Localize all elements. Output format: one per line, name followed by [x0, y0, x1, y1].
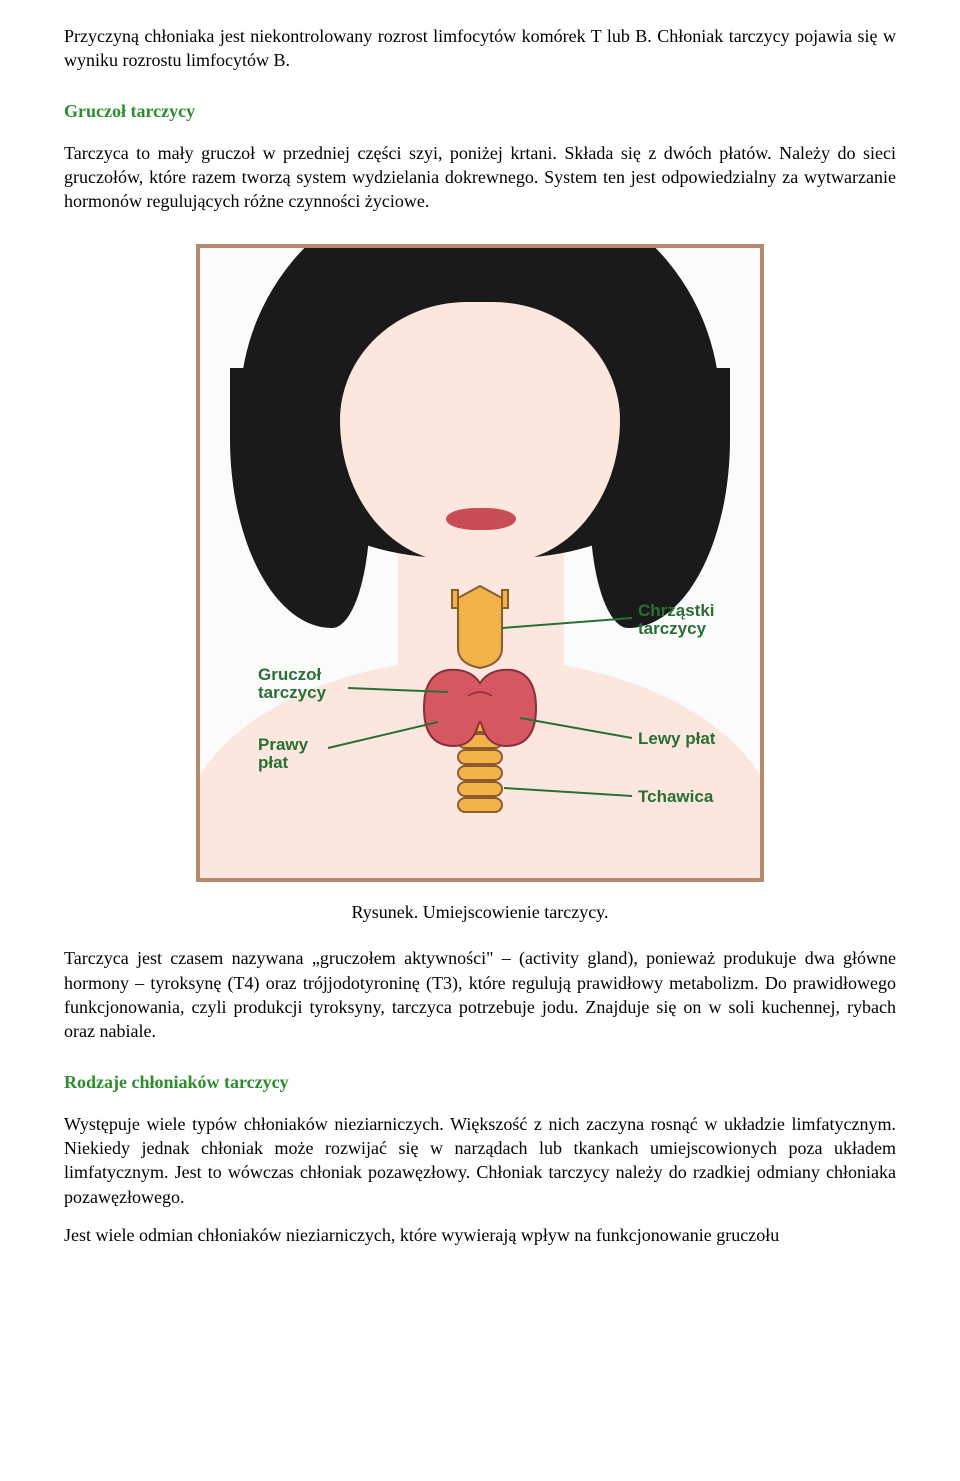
intro-paragraph: Przyczyną chłoniaka jest niekontrolowany…	[64, 24, 896, 73]
thyroid-svg	[200, 248, 760, 878]
label-left-lobe: Lewy płat	[638, 730, 715, 749]
figure-container: Chrząstkitarczycy Gruczołtarczycy Prawyp…	[64, 244, 896, 888]
label-cartilage: Chrząstkitarczycy	[638, 602, 715, 639]
thyroid-illustration: Chrząstkitarczycy Gruczołtarczycy Prawyp…	[196, 244, 764, 882]
heading-gland: Gruczoł tarczycy	[64, 99, 896, 123]
heading-types: Rodzaje chłoniaków tarczycy	[64, 1070, 896, 1094]
types-paragraph-2: Jest wiele odmian chłoniaków nieziarnicz…	[64, 1223, 896, 1247]
label-trachea: Tchawica	[638, 788, 713, 807]
types-paragraph-1: Występuje wiele typów chłoniaków nieziar…	[64, 1112, 896, 1209]
after-figure-paragraph: Tarczyca jest czasem nazywana „gruczołem…	[64, 946, 896, 1043]
figure-caption: Rysunek. Umiejscowienie tarczycy.	[64, 900, 896, 924]
label-gland: Gruczołtarczycy	[258, 666, 326, 703]
label-right-lobe: Prawypłat	[258, 736, 308, 773]
document-page: Przyczyną chłoniaka jest niekontrolowany…	[0, 0, 960, 1285]
gland-paragraph: Tarczyca to mały gruczoł w przedniej czę…	[64, 141, 896, 214]
